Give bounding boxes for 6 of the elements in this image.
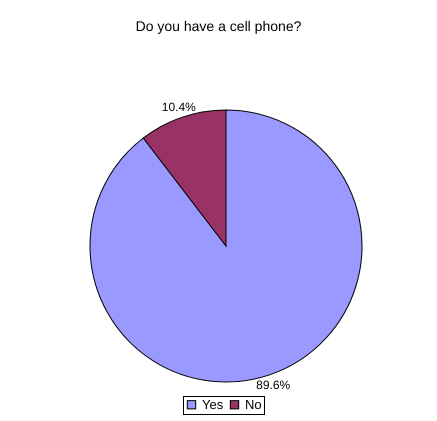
data-label: 10.4% <box>162 100 196 114</box>
chart-title: Do you have a cell phone? <box>136 18 302 34</box>
data-label: 89.6% <box>256 378 291 392</box>
pie-slice <box>90 110 362 382</box>
legend-label: No <box>245 396 262 412</box>
legend-label: Yes <box>202 396 224 412</box>
